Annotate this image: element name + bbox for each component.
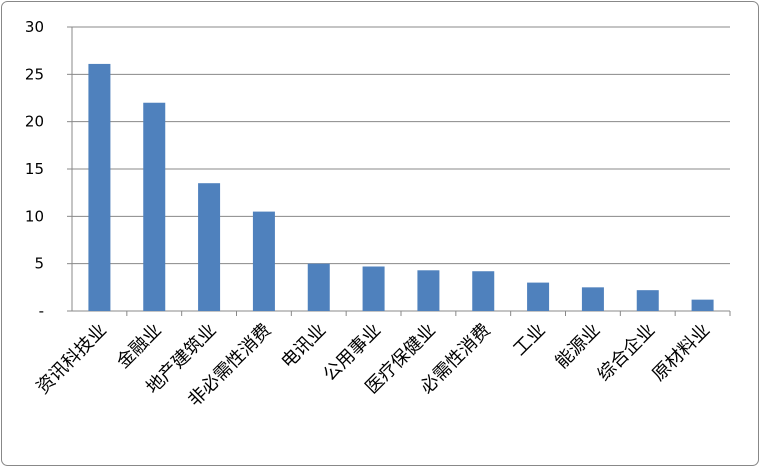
bar [143, 102, 166, 311]
bar [307, 263, 330, 311]
bar [691, 299, 714, 311]
bar [252, 211, 275, 311]
bar [417, 270, 440, 311]
y-tick-label: 5 [34, 255, 44, 273]
bar [88, 63, 111, 311]
bar [527, 282, 550, 311]
y-tick-label: 10 [25, 207, 44, 225]
y-tick-label: 20 [25, 113, 44, 131]
y-tick-label: 15 [25, 160, 44, 178]
bar [636, 290, 659, 311]
bar [198, 183, 221, 311]
bar [362, 266, 385, 311]
y-tick-label: - [39, 302, 44, 320]
bar [472, 271, 495, 311]
y-tick-label: 25 [25, 65, 44, 83]
y-tick-label: 30 [25, 18, 44, 36]
bar [581, 287, 604, 311]
